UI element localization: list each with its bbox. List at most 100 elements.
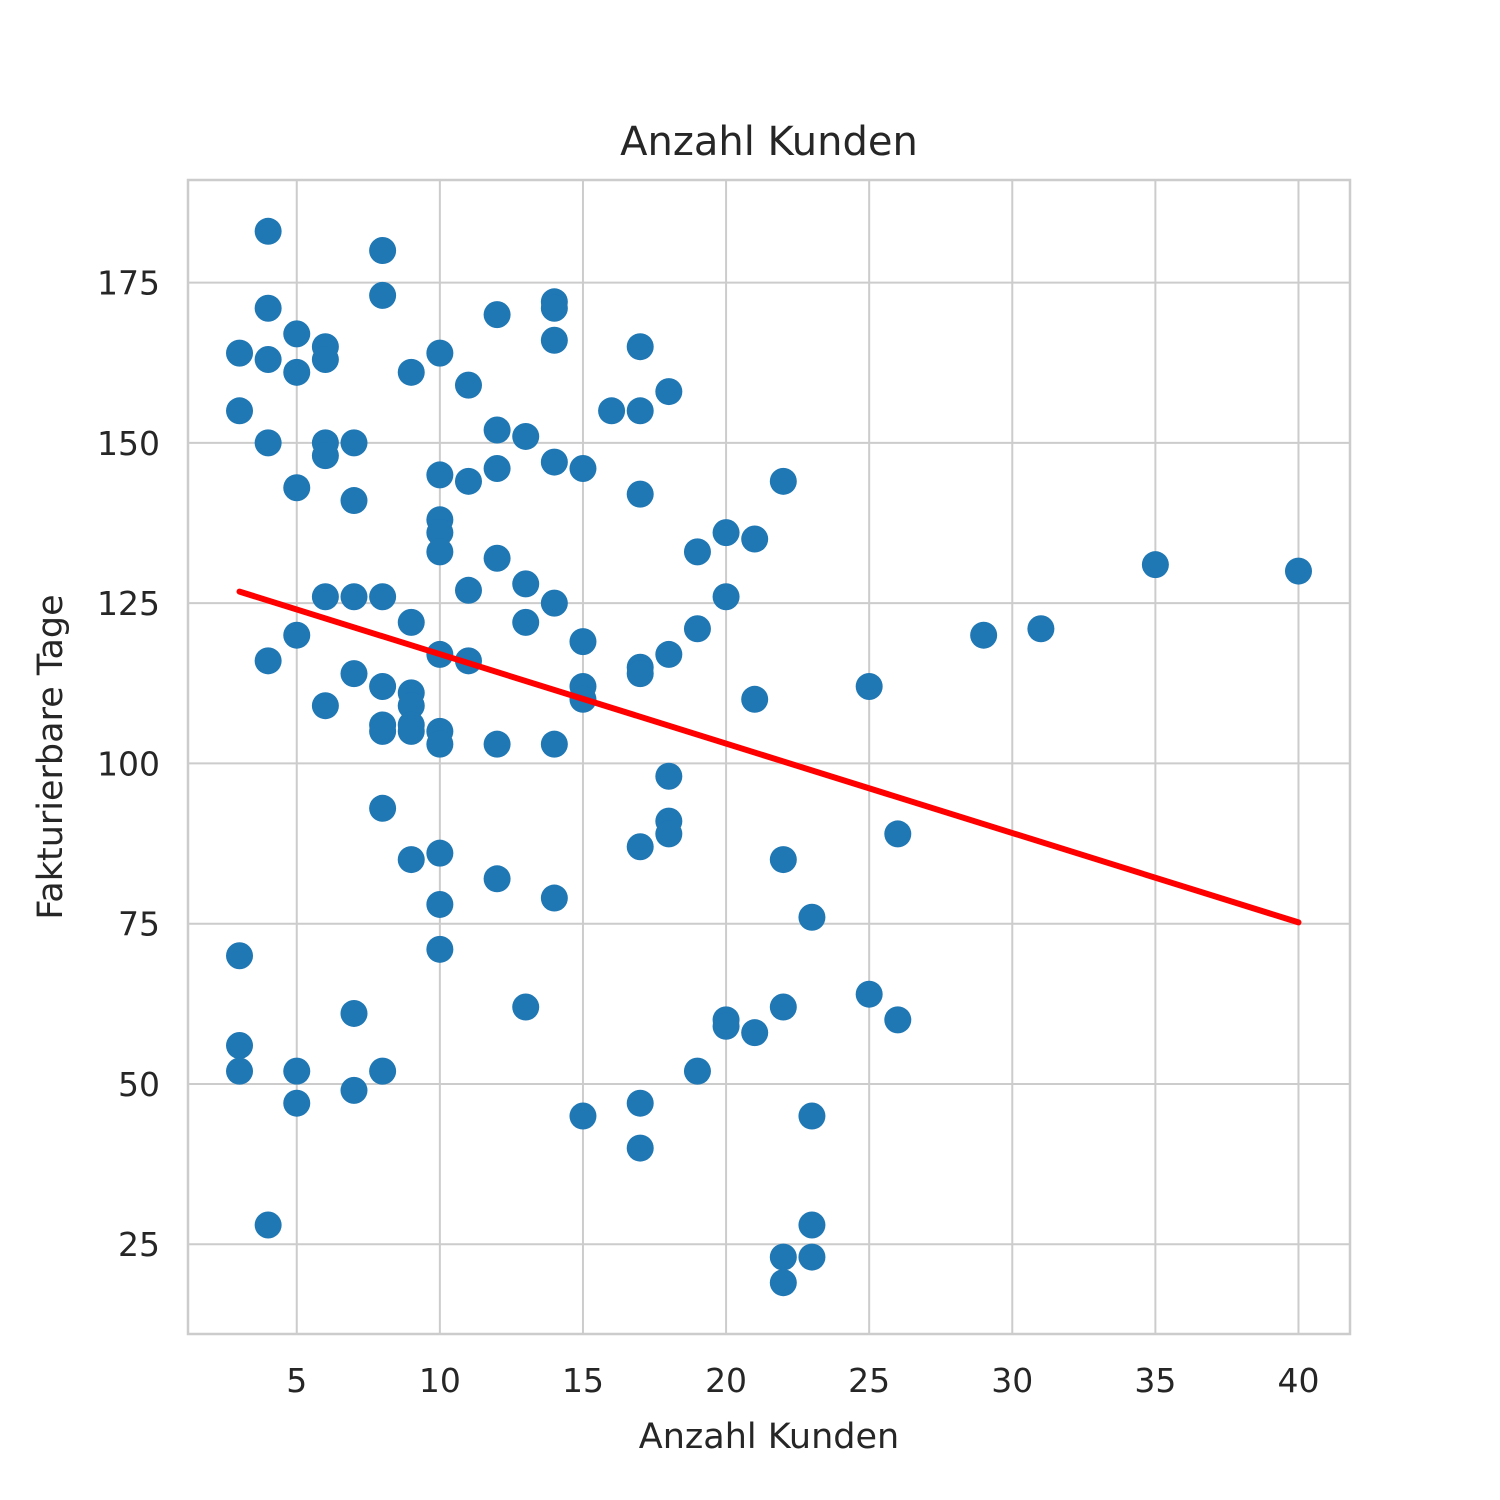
data-point [741, 1019, 769, 1047]
data-point [426, 339, 454, 367]
data-point [512, 608, 540, 636]
data-point [454, 467, 482, 495]
x-tick-label: 40 [1277, 1361, 1319, 1400]
data-point [598, 397, 626, 425]
data-point [683, 615, 711, 643]
y-tick-label: 25 [118, 1225, 160, 1264]
data-point [226, 339, 254, 367]
data-point [340, 429, 368, 457]
grid-lines [188, 180, 1350, 1334]
data-point [397, 358, 425, 386]
x-tick-label: 35 [1134, 1361, 1176, 1400]
data-point [254, 1211, 282, 1239]
data-point [283, 474, 311, 502]
data-point [283, 358, 311, 386]
data-point [397, 692, 425, 720]
data-point [340, 1076, 368, 1104]
x-tick-label: 30 [991, 1361, 1033, 1400]
data-point [626, 333, 654, 361]
data-point [283, 621, 311, 649]
data-point [655, 762, 683, 790]
data-point [369, 1057, 397, 1085]
data-point [254, 294, 282, 322]
data-point [655, 640, 683, 668]
x-tick-label: 25 [848, 1361, 890, 1400]
data-point [311, 692, 339, 720]
data-point [741, 685, 769, 713]
y-tick-label: 100 [97, 744, 160, 783]
data-point [254, 429, 282, 457]
data-point [769, 467, 797, 495]
x-axis-label: Anzahl Kunden [639, 1417, 899, 1457]
data-point [626, 397, 654, 425]
data-point [769, 1243, 797, 1271]
data-point [340, 660, 368, 688]
data-point [226, 397, 254, 425]
data-point [884, 820, 912, 848]
data-point [454, 371, 482, 399]
data-point [798, 1102, 826, 1130]
data-point [569, 455, 597, 482]
data-point [769, 846, 797, 874]
y-tick-label: 125 [97, 584, 160, 623]
data-point [712, 519, 740, 547]
data-point [397, 608, 425, 636]
data-point [798, 1211, 826, 1239]
data-point [855, 672, 883, 700]
data-point [540, 294, 568, 322]
chart-title: Anzahl Kunden [620, 119, 918, 165]
data-point [426, 538, 454, 566]
data-point [340, 487, 368, 515]
data-point [569, 1102, 597, 1130]
data-point [426, 890, 454, 918]
data-point [311, 583, 339, 611]
data-point [512, 993, 540, 1021]
data-point [540, 884, 568, 912]
data-point [798, 903, 826, 931]
x-tick-label: 15 [562, 1361, 604, 1400]
data-point [426, 839, 454, 867]
data-point [1027, 615, 1055, 643]
y-axis-label: Fakturierbare Tage [31, 594, 71, 919]
data-point [683, 1057, 711, 1085]
data-point [483, 544, 511, 572]
data-point [655, 820, 683, 848]
data-point [369, 672, 397, 700]
data-point [226, 1057, 254, 1085]
data-point [512, 422, 540, 450]
data-point [397, 717, 425, 745]
data-point [798, 1243, 826, 1271]
data-point [626, 480, 654, 508]
data-point [311, 346, 339, 374]
data-point [283, 1089, 311, 1117]
data-point [426, 461, 454, 489]
data-point [483, 730, 511, 758]
data-point [655, 378, 683, 406]
plot-frame [186, 178, 1352, 1336]
data-point [626, 1134, 654, 1162]
data-point [970, 621, 998, 649]
data-point [855, 980, 883, 1008]
x-tick-label: 20 [705, 1361, 747, 1400]
data-point [340, 583, 368, 611]
data-point [254, 346, 282, 374]
regression-line-group [236, 588, 1302, 926]
data-point [254, 217, 282, 245]
data-point [454, 576, 482, 604]
data-point [712, 1012, 740, 1040]
y-tick-label: 175 [97, 264, 160, 303]
data-point [369, 281, 397, 309]
data-point [397, 846, 425, 874]
data-point [741, 525, 769, 553]
data-point [340, 999, 368, 1027]
data-point [712, 583, 740, 611]
data-point [483, 455, 511, 482]
regression-line [236, 588, 1302, 926]
data-point [540, 730, 568, 758]
x-tick-label: 5 [286, 1361, 307, 1400]
data-point [626, 1089, 654, 1117]
data-point [1141, 551, 1169, 579]
data-point [369, 794, 397, 822]
y-tick-label: 50 [118, 1065, 160, 1104]
